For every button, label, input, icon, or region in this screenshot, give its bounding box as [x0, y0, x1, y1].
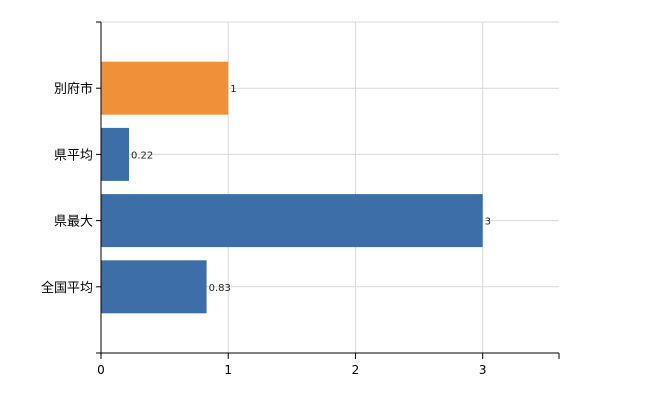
bar: [101, 61, 229, 115]
bars: [101, 61, 483, 314]
data-label: 1: [230, 84, 236, 95]
bar: [101, 194, 483, 248]
data-labels: 1 0.22 3 0.83: [131, 84, 491, 294]
data-label: 0.83: [209, 283, 231, 294]
category-label: 県最大: [54, 215, 93, 230]
category-label: 全国平均: [41, 280, 93, 296]
bar: [101, 260, 207, 314]
data-label: 3: [485, 217, 491, 228]
x-tick-label: 1: [224, 363, 232, 377]
data-label: 0.22: [131, 150, 153, 161]
category-label: 県平均: [54, 148, 93, 163]
bar: [101, 127, 129, 181]
x-axis-ticks: 0 1 2 3: [97, 353, 560, 377]
x-tick-label: 0: [97, 363, 105, 377]
x-tick-label: 3: [479, 363, 487, 377]
axes: [96, 21, 559, 354]
x-tick-label: 2: [352, 363, 360, 377]
category-label: 別府市: [54, 81, 93, 97]
